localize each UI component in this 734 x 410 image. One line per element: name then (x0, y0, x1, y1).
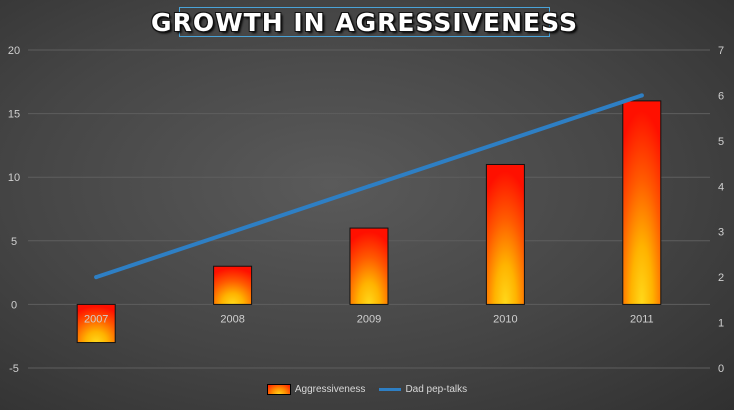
y2-tick-label: 0 (718, 363, 724, 375)
y-tick-label: 10 (8, 172, 20, 184)
legend-swatch-line (379, 388, 402, 391)
line-point (503, 138, 508, 143)
y2-tick-label: 6 (718, 90, 724, 102)
legend-item-aggressiveness[interactable]: Aggressiveness (266, 384, 366, 395)
line-point (367, 184, 371, 189)
line-point (94, 275, 99, 280)
line-point (230, 229, 235, 234)
bar (76, 303, 116, 344)
bar (622, 100, 662, 305)
y2-tick-label: 4 (718, 181, 724, 193)
bar (213, 265, 253, 305)
y2-tick-label: 2 (718, 272, 724, 284)
bar (485, 163, 525, 305)
y2-tick-label: 1 (718, 318, 724, 330)
y-tick-label: 20 (8, 45, 20, 57)
x-tick-label: 2011 (630, 313, 654, 325)
legend: Aggressiveness Dad pep-talks (0, 384, 734, 395)
y-tick-label: 15 (8, 109, 20, 121)
y-tick-label: 5 (11, 236, 17, 248)
y-tick-label: -5 (9, 363, 19, 375)
x-tick-label: 2008 (220, 313, 244, 325)
bar (349, 227, 389, 305)
y-tick-label: 0 (11, 299, 17, 311)
line-point (639, 93, 644, 98)
chart-title-box: GROWTH IN AGRESSIVENESS (151, 7, 577, 37)
legend-swatch-bar (266, 384, 291, 395)
legend-label-dad-pep-talks: Dad pep-talks (405, 384, 468, 395)
x-tick-label: 2009 (357, 313, 381, 325)
x-tick-label: 2010 (493, 313, 517, 325)
y2-tick-label: 3 (718, 227, 724, 239)
legend-label-aggressiveness: Aggressiveness (294, 384, 366, 395)
y2-tick-label: 7 (718, 45, 724, 57)
y2-tick-label: 5 (718, 136, 724, 148)
legend-item-dad-pep-talks[interactable]: Dad pep-talks (379, 384, 467, 395)
chart-title: GROWTH IN AGRESSIVENESS (151, 7, 578, 37)
x-tick-label: 2007 (84, 313, 108, 325)
